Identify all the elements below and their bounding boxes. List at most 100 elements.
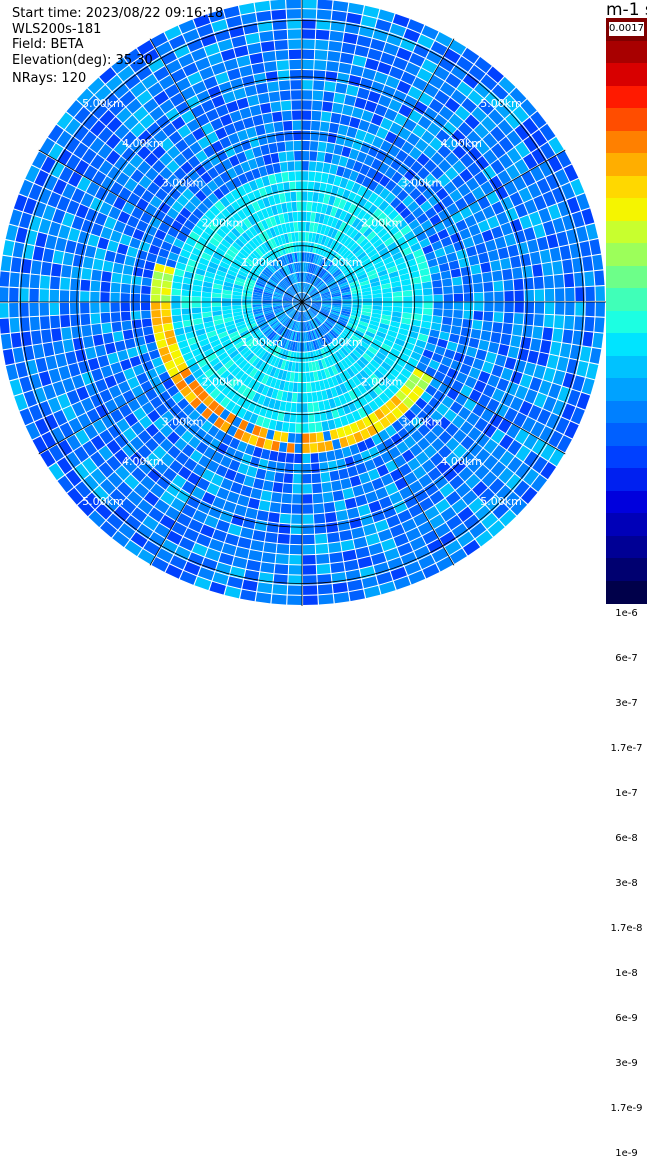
range-gate-cell xyxy=(232,295,241,299)
range-gate-cell xyxy=(302,202,307,211)
range-gate-cell xyxy=(101,227,113,240)
range-gate-cell xyxy=(339,530,352,541)
range-gate-cell xyxy=(313,402,319,412)
range-gate-cell xyxy=(492,270,502,281)
range-gate-cell xyxy=(58,225,70,239)
range-gate-cell xyxy=(362,295,371,299)
range-gate-cell xyxy=(258,93,270,104)
range-gate-cell xyxy=(271,492,282,502)
range-gate-cell xyxy=(192,291,201,297)
range-gate-cell xyxy=(298,222,302,231)
range-gate-cell xyxy=(123,330,134,340)
range-gate-cell xyxy=(307,192,313,201)
range-gate-cell xyxy=(362,68,376,80)
range-gate-cell xyxy=(192,285,202,291)
range-gate-cell xyxy=(504,302,513,312)
range-gate-cell xyxy=(463,310,473,319)
range-gate-cell xyxy=(257,582,272,593)
range-gate-cell xyxy=(508,346,519,358)
range-gate-cell xyxy=(100,292,109,302)
range-gate-cell xyxy=(282,111,292,121)
range-gate-cell xyxy=(303,585,317,595)
range-gate-cell xyxy=(480,262,491,273)
range-gate-cell xyxy=(471,329,482,339)
range-gate-cell xyxy=(336,134,346,145)
range-gate-cell xyxy=(353,537,367,549)
range-gate-cell xyxy=(550,247,561,261)
range-gate-cell xyxy=(283,121,292,131)
range-gate-cell xyxy=(592,255,603,271)
range-gate-cell xyxy=(364,586,380,598)
range-gate-cell xyxy=(256,469,266,480)
range-gate-cell xyxy=(283,483,293,493)
range-gate-cell xyxy=(141,286,151,294)
range-gate-cell xyxy=(393,292,402,297)
range-gate-cell xyxy=(98,355,110,367)
range-gate-cell xyxy=(403,296,412,301)
range-gate-cell xyxy=(260,145,270,156)
range-gate-cell xyxy=(291,515,302,524)
range-gate-cell xyxy=(485,352,496,364)
range-gate-cell xyxy=(45,356,57,370)
range-gate-cell xyxy=(451,326,461,335)
range-gate-cell xyxy=(252,63,265,74)
range-gate-cell xyxy=(393,302,402,307)
range-gate-cell xyxy=(70,314,80,326)
range-gate-cell xyxy=(61,327,72,340)
range-gate-cell xyxy=(266,133,276,143)
range-gate-cell xyxy=(292,494,302,503)
range-gate-cell xyxy=(172,282,182,289)
range-gate-cell xyxy=(434,295,443,302)
range-gate-cell xyxy=(80,314,90,325)
range-gate-cell xyxy=(33,344,44,359)
range-gate-cell xyxy=(275,40,288,50)
range-gate-cell xyxy=(43,248,54,262)
range-gate-cell xyxy=(192,302,201,307)
range-gate-cell xyxy=(247,95,259,106)
range-gate-cell xyxy=(542,327,553,340)
range-gate-cell xyxy=(65,240,77,253)
range-gate-cell xyxy=(231,36,246,48)
range-gate-cell xyxy=(289,60,301,69)
range-gate-cell xyxy=(228,524,242,536)
range-gate-cell xyxy=(350,65,363,77)
range-gate-cell xyxy=(342,105,353,116)
colorbar-swatch: 1.7e-5 xyxy=(606,198,647,221)
range-gate-cell xyxy=(121,293,130,302)
range-gate-cell xyxy=(325,512,337,522)
range-gate-cell xyxy=(473,283,483,292)
range-gate-cell xyxy=(151,310,161,318)
range-gate-cell xyxy=(321,472,331,482)
range-gate-cell xyxy=(449,260,460,270)
colorbar-label: 1e-6 xyxy=(609,607,644,621)
range-gate-cell xyxy=(302,100,312,109)
range-gate-cell xyxy=(313,80,324,90)
range-gate-cell xyxy=(454,302,463,310)
range-gate-cell xyxy=(83,257,94,269)
range-gate-cell xyxy=(365,58,379,70)
colorbar-label: 6e-8 xyxy=(609,832,644,846)
range-gate-cell xyxy=(552,328,563,342)
range-gate-cell xyxy=(285,141,293,151)
range-gate-cell xyxy=(41,262,52,276)
range-gate-cell xyxy=(303,474,312,483)
range-gate-cell xyxy=(264,123,274,134)
range-gate-cell xyxy=(172,315,182,322)
range-gate-cell xyxy=(269,91,280,101)
range-gate-cell xyxy=(303,555,316,564)
range-gate-cell xyxy=(373,306,382,310)
range-gate-cell xyxy=(392,286,402,292)
range-gate-cell xyxy=(263,51,276,62)
range-gate-cell xyxy=(338,468,349,479)
range-gate-cell xyxy=(284,131,293,141)
range-gate-cell xyxy=(357,88,370,100)
range-gate-cell xyxy=(325,441,334,451)
range-gate-cell xyxy=(88,234,100,247)
range-gate-cell xyxy=(332,11,347,22)
start-time-label: Start time: 2023/08/22 09:16:18 xyxy=(12,6,223,22)
range-gate-cell xyxy=(333,490,344,501)
range-gate-cell xyxy=(275,421,283,431)
range-gate-cell xyxy=(302,90,312,99)
range-gate-cell xyxy=(311,463,320,473)
range-gate-cell xyxy=(324,81,336,91)
